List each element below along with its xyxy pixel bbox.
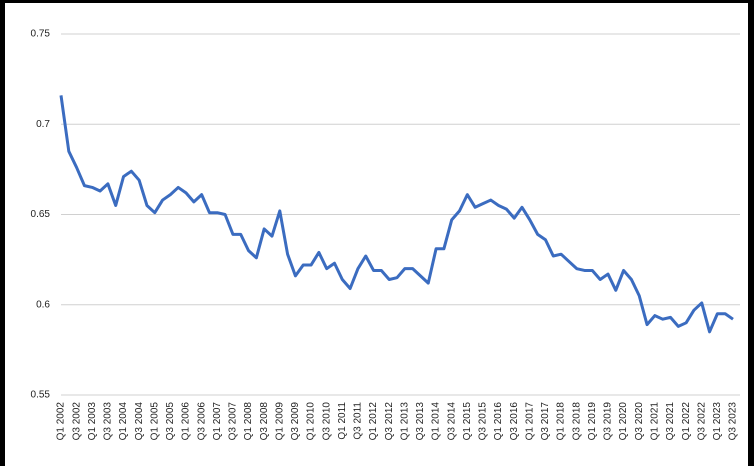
x-tick-label: Q1 2017 xyxy=(524,402,535,441)
x-tick-label: Q3 2004 xyxy=(134,402,145,441)
x-tick-label: Q1 2008 xyxy=(243,402,254,441)
chart-background xyxy=(5,3,748,466)
x-tick-label: Q3 2010 xyxy=(321,402,332,441)
x-tick-label: Q1 2010 xyxy=(306,402,317,441)
y-tick-label: 0.7 xyxy=(36,119,50,130)
x-tick-label: Q3 2007 xyxy=(228,402,239,441)
x-tick-label: Q1 2022 xyxy=(681,402,692,441)
x-tick-label: Q3 2008 xyxy=(259,402,270,441)
x-tick-label: Q3 2022 xyxy=(696,402,707,441)
y-tick-label: 0.65 xyxy=(31,209,51,220)
x-tick-label: Q1 2012 xyxy=(368,402,379,441)
y-tick-label: 0.75 xyxy=(31,29,51,40)
x-tick-label: Q3 2003 xyxy=(103,402,114,441)
x-tick-label: Q1 2018 xyxy=(556,402,567,441)
x-tick-label: Q3 2013 xyxy=(415,402,426,441)
x-tick-label: Q1 2011 xyxy=(337,402,348,440)
x-tick-label: Q3 2005 xyxy=(165,402,176,441)
x-tick-label: Q1 2004 xyxy=(118,402,129,441)
x-tick-label: Q3 2002 xyxy=(71,402,82,441)
data-line xyxy=(59,95,734,334)
x-tick-label: Q1 2014 xyxy=(431,402,442,441)
x-tick-label: Q3 2017 xyxy=(540,402,551,441)
x-tick-label: Q1 2015 xyxy=(462,402,473,441)
x-tick-label: Q1 2021 xyxy=(650,402,661,441)
x-tick-label: Q3 2014 xyxy=(446,402,457,441)
x-tick-label: Q3 2011 xyxy=(353,402,364,440)
x-tick-label: Q3 2016 xyxy=(509,402,520,441)
x-tick-label: Q3 2021 xyxy=(665,402,676,441)
x-tick-label: Q3 2009 xyxy=(290,402,301,441)
x-tick-label: Q1 2013 xyxy=(399,402,410,441)
x-tick-label: Q1 2016 xyxy=(493,402,504,441)
x-tick-label: Q1 2020 xyxy=(618,402,629,441)
x-tick-label: Q1 2009 xyxy=(274,402,285,441)
x-tick-label: Q1 2019 xyxy=(587,402,598,441)
x-tick-label: Q3 2012 xyxy=(384,402,395,441)
x-tick-label: Q3 2018 xyxy=(571,402,582,441)
x-tick-label: Q1 2002 xyxy=(56,402,67,441)
x-tick-label: Q3 2015 xyxy=(478,402,489,441)
x-tick-label: Q3 2019 xyxy=(603,402,614,441)
x-tick-label: Q3 2020 xyxy=(634,402,645,441)
x-tick-label: Q1 2023 xyxy=(712,402,723,441)
y-tick-label: 0.6 xyxy=(36,299,50,310)
x-tick-label: Q1 2007 xyxy=(212,402,223,441)
x-tick-label: Q1 2003 xyxy=(87,402,98,441)
x-tick-label: Q3 2006 xyxy=(196,402,207,441)
y-tick-label: 0.55 xyxy=(31,390,51,401)
x-tick-label: Q1 2006 xyxy=(181,402,192,441)
x-tick-label: Q3 2023 xyxy=(728,402,739,441)
x-tick-label: Q1 2005 xyxy=(149,402,160,441)
